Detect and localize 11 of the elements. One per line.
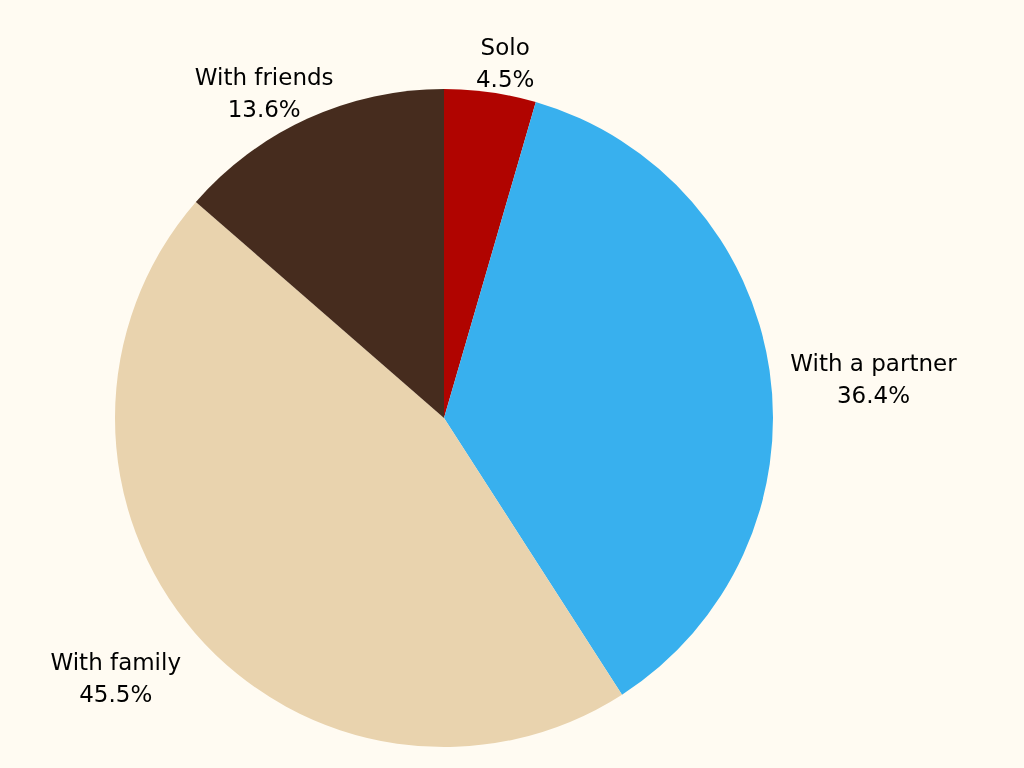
data-label: 45.5% — [79, 680, 153, 707]
pie-slice — [444, 102, 773, 695]
slice-label: With friends — [194, 63, 334, 90]
data-label: 13.6% — [227, 95, 301, 122]
pie-slice — [444, 89, 536, 418]
slice-label: Solo — [480, 33, 530, 60]
data-label: 4.5% — [475, 65, 535, 92]
pie-slice — [195, 89, 444, 418]
slice-label: With family — [50, 648, 182, 675]
data-label: 36.4% — [836, 382, 911, 409]
slice-label: With a partner — [790, 350, 958, 377]
